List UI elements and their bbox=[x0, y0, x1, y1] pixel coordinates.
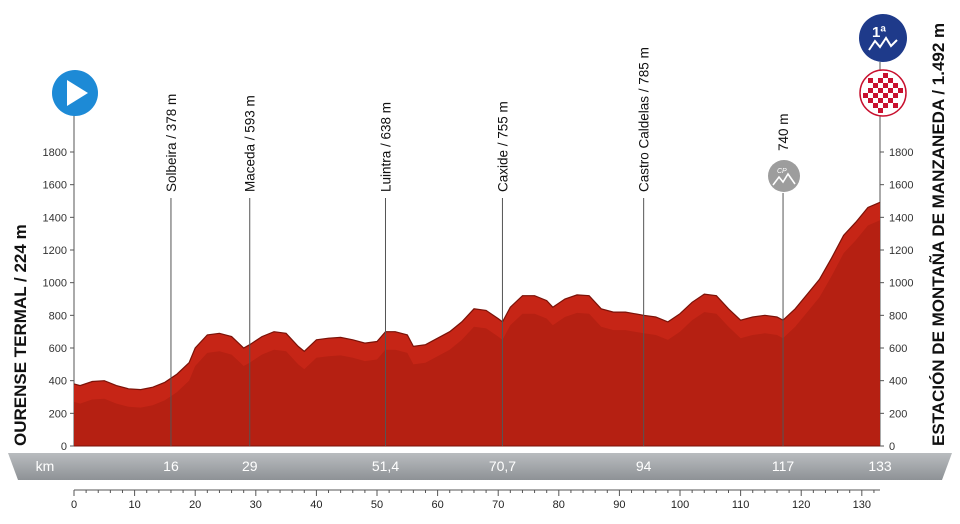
band-km-label: 70,7 bbox=[489, 458, 516, 474]
band-km-label: 51,4 bbox=[372, 458, 399, 474]
xtick-label: 60 bbox=[431, 499, 443, 511]
band-km-label: 94 bbox=[636, 458, 652, 474]
checker-square bbox=[883, 93, 888, 98]
checker-square bbox=[878, 88, 883, 93]
band-km-label: 29 bbox=[242, 458, 258, 474]
checker-square bbox=[873, 93, 878, 98]
xtick-label: 120 bbox=[792, 499, 810, 511]
checker-square bbox=[888, 78, 893, 83]
finish-location-label: ESTACIÓN DE MONTAÑA DE MANZANEDA / 1.492… bbox=[928, 23, 948, 446]
checker-square bbox=[883, 73, 888, 78]
checker-square bbox=[868, 78, 873, 83]
waypoint-label: Caxide / 755 m bbox=[495, 101, 510, 192]
xtick-label: 100 bbox=[671, 499, 689, 511]
ytick-label-left: 1800 bbox=[43, 147, 67, 159]
ytick-label-left: 400 bbox=[49, 376, 67, 388]
ytick-label-right: 1400 bbox=[889, 212, 913, 224]
checker-square bbox=[863, 93, 868, 98]
ytick-label-right: 1200 bbox=[889, 245, 913, 257]
checker-square bbox=[888, 98, 893, 103]
xtick-label: 110 bbox=[732, 499, 750, 511]
checker-square bbox=[878, 78, 883, 83]
checker-square bbox=[883, 103, 888, 108]
ytick-label-right: 0 bbox=[889, 441, 895, 453]
xtick-label: 70 bbox=[492, 499, 504, 511]
ytick-label-left: 600 bbox=[49, 343, 67, 355]
xtick-label: 90 bbox=[613, 499, 625, 511]
climb-category-label: 1ª bbox=[872, 24, 886, 41]
xtick-label: 0 bbox=[71, 499, 77, 511]
ytick-label-right: 200 bbox=[889, 408, 907, 420]
ytick-label-right: 1000 bbox=[889, 278, 913, 290]
checker-square bbox=[873, 83, 878, 88]
ytick-label-left: 800 bbox=[49, 310, 67, 322]
checkpoint-label: CP bbox=[777, 168, 787, 175]
waypoint-label: Maceda / 593 m bbox=[243, 95, 258, 192]
xtick-label: 130 bbox=[853, 499, 871, 511]
waypoint-label: 740 m bbox=[776, 113, 791, 151]
ytick-label-left: 1000 bbox=[43, 278, 67, 290]
xtick-label: 10 bbox=[128, 499, 140, 511]
checkpoint-icon: CP bbox=[768, 160, 800, 192]
checker-square bbox=[878, 98, 883, 103]
ytick-label-right: 800 bbox=[889, 310, 907, 322]
km-band bbox=[8, 453, 952, 480]
xtick-label: 40 bbox=[310, 499, 322, 511]
xtick-label: 80 bbox=[553, 499, 565, 511]
xtick-label: 20 bbox=[189, 499, 201, 511]
checker-square bbox=[873, 103, 878, 108]
start-location-label: OURENSE TERMAL / 224 m bbox=[11, 224, 30, 446]
checker-square bbox=[888, 88, 893, 93]
checker-square bbox=[893, 93, 898, 98]
ytick-label-left: 0 bbox=[61, 441, 67, 453]
ytick-label-left: 1600 bbox=[43, 180, 67, 192]
km-band-label: km bbox=[36, 458, 55, 474]
category-1-climb-icon: 1ª bbox=[859, 14, 907, 62]
checker-square bbox=[883, 83, 888, 88]
checker-square bbox=[868, 88, 873, 93]
waypoint-label: Luintra / 638 m bbox=[378, 102, 393, 192]
start-icon bbox=[52, 70, 98, 116]
xtick-label: 50 bbox=[371, 499, 383, 511]
checker-square bbox=[893, 83, 898, 88]
elevation-profile-line bbox=[73, 201, 881, 391]
checker-square bbox=[868, 98, 873, 103]
ytick-label-right: 1600 bbox=[889, 180, 913, 192]
ytick-label-left: 1200 bbox=[43, 245, 67, 257]
xtick-label: 30 bbox=[250, 499, 262, 511]
checker-square bbox=[898, 88, 903, 93]
waypoint-label: Solbeira / 378 m bbox=[164, 94, 179, 192]
checker-square bbox=[893, 103, 898, 108]
checker-square bbox=[878, 108, 883, 113]
band-km-label: 16 bbox=[163, 458, 179, 474]
ytick-label-right: 400 bbox=[889, 376, 907, 388]
band-km-label: 117 bbox=[772, 458, 795, 474]
ytick-label-left: 1400 bbox=[43, 212, 67, 224]
ytick-label-right: 600 bbox=[889, 343, 907, 355]
ytick-label-right: 1800 bbox=[889, 147, 913, 159]
summit-finish-icon bbox=[859, 69, 907, 117]
waypoint-label: Castro Caldelas / 785 m bbox=[637, 47, 652, 192]
ytick-label-left: 200 bbox=[49, 408, 67, 420]
band-km-label: 133 bbox=[868, 458, 892, 474]
